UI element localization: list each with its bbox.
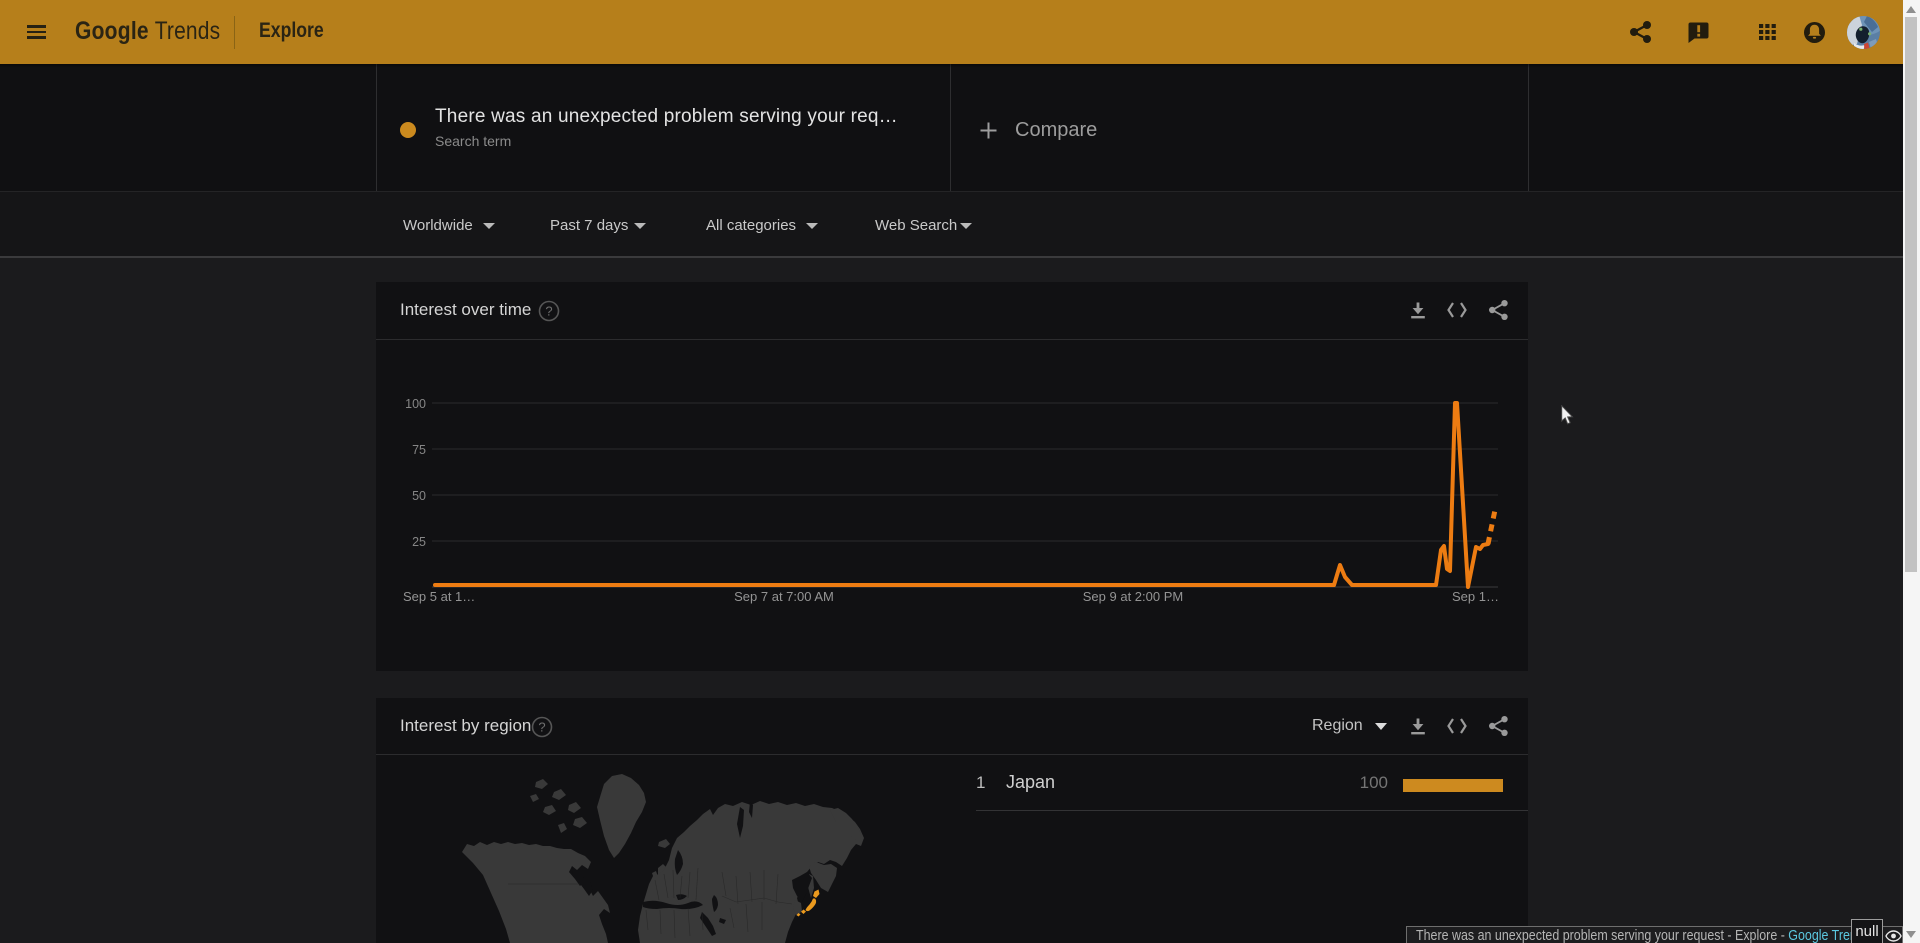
svg-text:50: 50 [412,489,426,503]
svg-text:25: 25 [412,535,426,549]
svg-text:100: 100 [405,397,426,411]
svg-text:Sep 7 at 7:00 AM: Sep 7 at 7:00 AM [734,589,834,604]
svg-text:75: 75 [412,443,426,457]
svg-text:Sep 1…: Sep 1… [1452,589,1499,604]
svg-text:Sep 9 at 2:00 PM: Sep 9 at 2:00 PM [1083,589,1183,604]
svg-text:?: ? [545,304,552,319]
svg-text:Sep 5 at 1…: Sep 5 at 1… [403,589,475,604]
svg-text:?: ? [538,720,545,735]
